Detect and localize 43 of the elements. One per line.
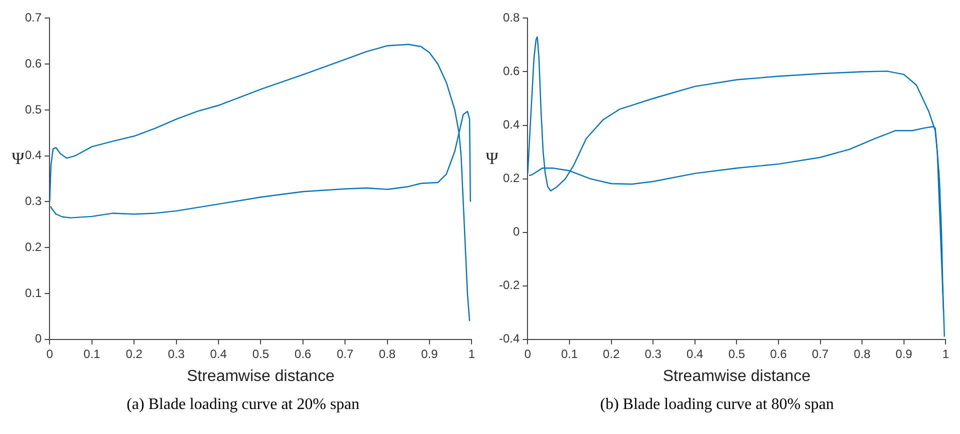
y-axis-title: Ψ [486,148,499,168]
y-tick-label: 0.4 [24,148,42,162]
y-tick-label: 0 [512,224,520,239]
text: (b) Blade loading curve at 80% span [599,396,835,414]
x-tick-label: 0.7 [336,346,354,361]
x-tick-label: 0.4 [210,346,228,361]
x-tick-label: 0.3 [644,346,662,361]
x-tick-label: 0 [46,346,54,361]
x-tick-label: 1 [468,346,476,361]
x-tick-label: 0.1 [84,346,101,361]
x-tick-label: 0.6 [770,346,788,361]
x-tick-label: 0.7 [812,346,829,361]
x-tick-label: 0.6 [294,346,312,361]
x-tick-label: 0.5 [728,346,746,361]
text: (a) Blade loading curve at 20% span [126,396,360,414]
y-tick-label: 0.7 [24,10,42,25]
x-tick-label: 0.8 [854,346,871,361]
y-axis-title: Ψ [12,148,25,168]
x-tick-label: 0.2 [602,346,620,361]
y-tick-label: 0.4 [502,118,520,132]
x-tick-label: 0.9 [421,346,438,361]
x-tick-label: 0.9 [896,346,913,361]
y-tick-label: -0.4 [498,332,520,346]
y-tick-label: -0.2 [498,278,520,292]
x-tick-label: 0.4 [686,346,704,361]
y-tick-label: 0.2 [24,240,42,254]
x-tick-label: 1 [942,346,950,361]
x-tick-label: 0.1 [561,346,578,361]
x-tick-label: 0.3 [168,346,185,361]
y-tick-label: 0.6 [502,64,520,78]
x-tick-label: 0.5 [252,346,270,361]
x-tick-label: 0 [524,346,532,361]
y-tick-label: 0.5 [24,102,42,116]
x-tick-label: 0.8 [378,346,396,361]
x-axis-title: Streamwise distance [662,368,811,385]
y-tick-label: 0.6 [24,56,42,70]
y-tick-label: 0.2 [502,171,520,186]
x-axis-title: Streamwise distance [186,368,335,385]
y-tick-label: 0 [34,332,42,346]
y-tick-label: 0.1 [24,286,42,300]
y-tick-label: 0.8 [502,10,520,25]
x-tick-label: 0.2 [126,346,143,361]
y-tick-label: 0.3 [24,194,42,208]
